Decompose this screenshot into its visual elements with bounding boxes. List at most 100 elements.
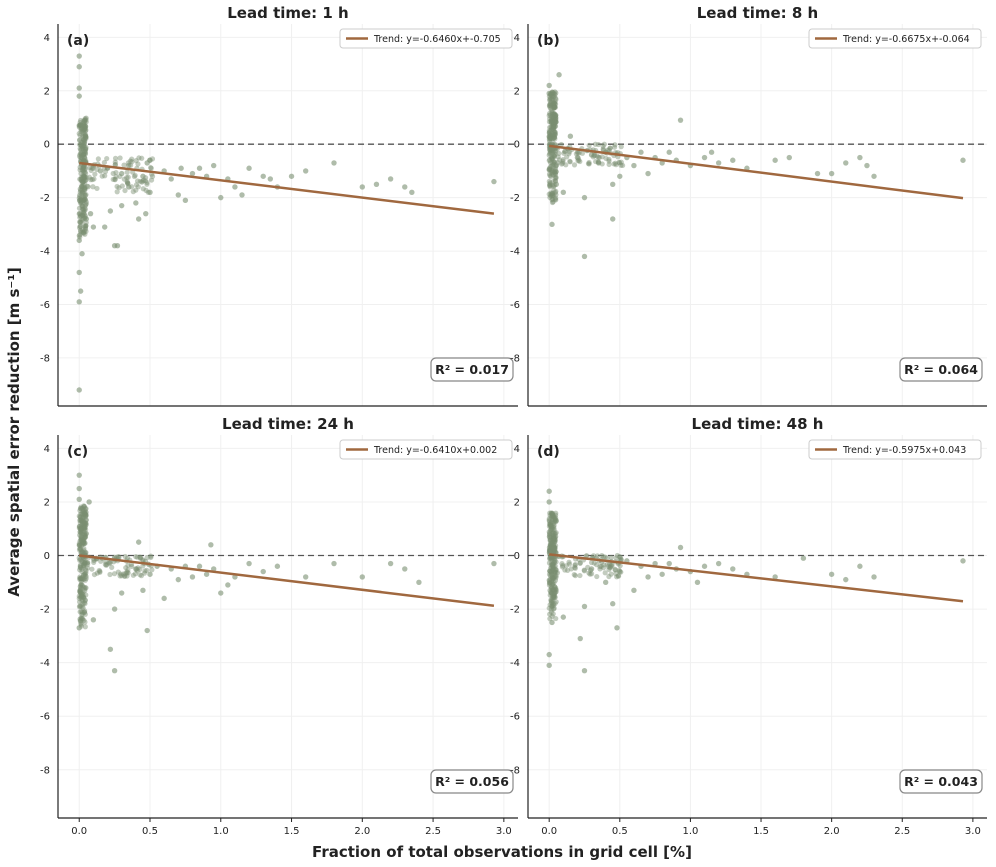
scatter-point <box>614 574 620 580</box>
scatter-point <box>77 567 83 573</box>
scatter-point <box>549 169 555 176</box>
scatter-point <box>82 577 88 583</box>
scatter-point <box>551 513 557 519</box>
scatter-point <box>81 141 87 147</box>
scatter-point <box>550 576 556 582</box>
scatter-point <box>127 158 133 164</box>
scatter-point <box>82 131 88 137</box>
scatter-point <box>136 155 142 161</box>
scatter-point <box>77 562 83 568</box>
scatter-point <box>602 579 609 586</box>
scatter-point <box>871 173 877 179</box>
scatter-point <box>549 150 555 156</box>
y-tick-label: -4 <box>40 247 50 258</box>
scatter-point <box>81 526 87 532</box>
scatter-point <box>76 542 83 548</box>
scatter-point <box>140 557 146 563</box>
scatter-point <box>551 105 557 111</box>
scatter-point <box>603 155 609 162</box>
scatter-point <box>551 535 557 541</box>
scatter-point <box>79 591 85 597</box>
scatter-point <box>78 582 84 589</box>
scatter-point <box>549 585 555 591</box>
scatter-point <box>547 136 553 142</box>
scatter-point <box>82 116 88 122</box>
scatter-point <box>546 152 552 158</box>
scatter-point <box>97 168 104 174</box>
scatter-point <box>82 531 88 538</box>
scatter-point <box>581 603 588 610</box>
scatter-point <box>546 488 552 494</box>
scatter-point <box>149 567 155 573</box>
scatter-point <box>550 192 556 198</box>
scatter-point <box>553 573 559 579</box>
scatter-point <box>552 600 558 607</box>
scatter-point <box>556 150 562 157</box>
scatter-point <box>78 157 84 163</box>
scatter-point <box>553 192 559 198</box>
scatter-point <box>548 590 554 596</box>
scatter-point <box>546 134 553 140</box>
scatter-point <box>595 141 602 148</box>
scatter-point <box>548 534 554 540</box>
scatter-point <box>80 197 87 203</box>
scatter-point <box>546 517 552 523</box>
legend: Trend: y=-0.6410x+0.002 <box>339 439 513 460</box>
scatter-point <box>81 143 87 149</box>
scatter-point <box>552 170 558 176</box>
x-tick-label: 3.0 <box>496 826 512 837</box>
scatter-point <box>80 505 86 511</box>
scatter-point <box>552 170 558 176</box>
scatter-point <box>560 562 566 569</box>
scatter-point <box>547 129 553 135</box>
scatter-point <box>402 184 408 190</box>
scatter-point <box>80 539 86 545</box>
scatter-point <box>246 165 252 171</box>
scatter-point <box>553 586 559 592</box>
scatter-point <box>81 191 87 197</box>
scatter-point <box>552 584 558 590</box>
scatter-point <box>553 101 559 107</box>
scatter-point <box>547 547 553 553</box>
scatter-point <box>550 561 556 567</box>
scatter-point <box>138 573 145 579</box>
scatter-point <box>549 155 555 161</box>
scatter-point <box>83 223 89 229</box>
scatter-point <box>553 90 559 96</box>
y-tick-label: -6 <box>40 300 50 311</box>
scatter-point <box>110 170 116 177</box>
scatter-point <box>122 187 128 194</box>
scatter-point <box>593 562 600 568</box>
scatter-point <box>83 134 89 140</box>
trend-line <box>549 553 964 603</box>
scatter-point <box>80 549 86 555</box>
scatter-point <box>81 169 87 175</box>
scatter-point <box>550 149 556 155</box>
scatter-point <box>139 179 145 185</box>
scatter-point <box>616 573 622 579</box>
scatter-point <box>551 124 557 131</box>
scatter-point <box>80 212 86 218</box>
scatter-point <box>77 164 83 170</box>
scatter-point <box>548 597 554 603</box>
scatter-point <box>857 154 863 161</box>
panel-title: Lead time: 1 h <box>227 4 349 22</box>
scatter-point <box>548 589 554 595</box>
scatter-point <box>83 506 89 512</box>
scatter-point <box>79 183 85 190</box>
scatter-point <box>118 571 124 577</box>
legend-box <box>808 439 982 460</box>
scatter-point <box>79 180 86 186</box>
scatter-point <box>85 561 91 567</box>
scatter-point <box>81 548 87 554</box>
scatter-point <box>550 100 556 107</box>
scatter-point <box>260 173 266 179</box>
scatter-point <box>112 161 119 168</box>
scatter-point <box>602 554 608 560</box>
scatter-point <box>76 604 83 610</box>
scatter-point <box>546 119 553 125</box>
scatter-point <box>77 189 83 195</box>
scatter-point <box>133 200 139 206</box>
scatter-point <box>601 562 607 568</box>
scatter-point <box>610 216 616 222</box>
